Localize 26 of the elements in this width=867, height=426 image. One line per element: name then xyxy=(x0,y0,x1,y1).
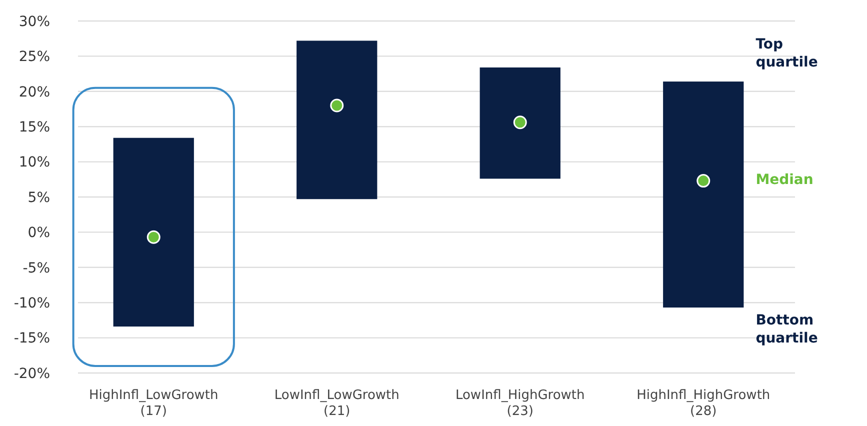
annotation: Median xyxy=(756,172,814,188)
y-tick-label: -5% xyxy=(22,260,50,276)
y-tick-label: -20% xyxy=(14,366,50,382)
x-tick-label: LowInfl_LowGrowth (21) xyxy=(274,388,400,419)
y-tick-label: 0% xyxy=(28,225,50,242)
annotation: Top quartile xyxy=(756,36,818,71)
y-tick-label: 30% xyxy=(18,14,50,30)
x-tick-label: HighInfl_LowGrowth (17) xyxy=(88,388,218,419)
point xyxy=(513,116,527,130)
annotation: Bottom quartile xyxy=(756,312,818,347)
x-tick-label: LowInfl_HighGrowth (23) xyxy=(455,388,585,419)
y-tick-label: 15% xyxy=(18,120,50,136)
y-tick-label: 25% xyxy=(18,49,50,66)
y-tick-label: -10% xyxy=(14,296,50,312)
y-tick-label: -15% xyxy=(14,330,50,347)
y-tick-label: 20% xyxy=(18,84,50,100)
y-tick-label: 10% xyxy=(18,154,50,171)
point xyxy=(330,98,344,112)
y-tick-label: 5% xyxy=(28,190,50,206)
bar xyxy=(296,40,378,200)
point xyxy=(146,230,160,244)
x-tick-label: HighInfl_HighGrowth (28) xyxy=(636,388,770,419)
bar xyxy=(113,138,194,327)
bar xyxy=(480,67,560,179)
point xyxy=(696,174,710,188)
bar xyxy=(663,82,744,308)
